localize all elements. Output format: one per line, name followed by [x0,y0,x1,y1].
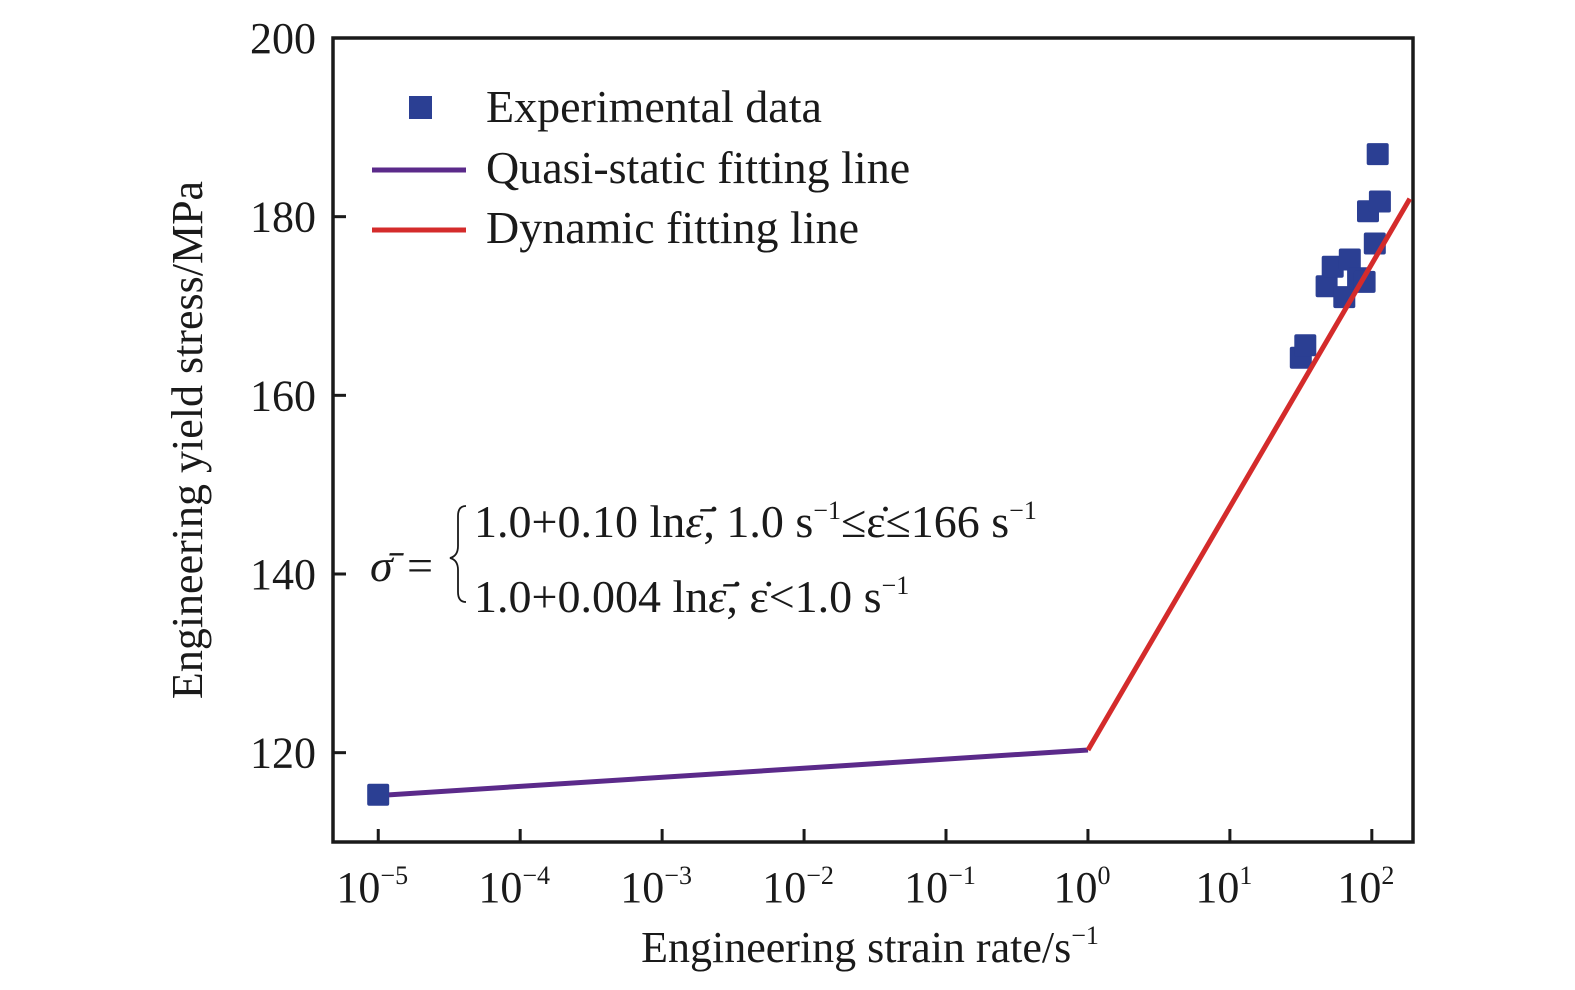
y-tick-label: 120 [250,729,316,778]
x-tick-label: 102 [1337,861,1394,912]
data-point [1338,248,1361,271]
data-point [1321,255,1344,278]
data-points [367,143,1391,806]
x-tick-label: 101 [1195,861,1252,912]
x-tick-label: 10−2 [762,861,834,912]
legend-label: Quasi-static fitting line [486,142,910,193]
plot-frame [331,36,1415,844]
y-tick-label: 180 [250,193,316,242]
data-point [1294,334,1317,357]
legend-item-dynamic: Dynamic fitting line [372,202,859,253]
equation-annotation: σ̄ = 1.0+0.10 lnε̄̇, 1.0 s−1≤ε̇≤166 s−1 … [370,496,1037,622]
equation-line-1: 1.0+0.10 lnε̄̇, 1.0 s−1≤ε̇≤166 s−1 [474,496,1037,547]
legend-label: Experimental data [486,81,822,132]
x-tick-label: 10−3 [620,861,692,912]
y-tick-label: 160 [250,371,316,420]
series-line-quasi-static-fitting-line [378,747,1089,798]
y-axis-ticks: 120 140 160 180 200 [250,14,346,778]
y-tick-label: 200 [250,14,316,63]
x-tick-label: 10−4 [478,861,550,912]
data-point [367,783,390,806]
x-axis-title: Engineering strain rate/s−1 [641,921,1099,972]
legend-item-quasi-static: Quasi-static fitting line [372,142,910,193]
data-point [1366,143,1389,166]
legend-square-marker [409,96,432,119]
equation-brace [449,505,467,603]
data-point [1315,275,1338,298]
fit-lines [378,747,1089,798]
data-point [1368,190,1391,213]
x-tick-label: 10−5 [336,861,408,912]
equation-lhs: σ̄ = [370,540,435,591]
equation-line-2: 1.0+0.004 lnε̄̇, ε̇<1.0 s−1 [474,571,909,622]
y-tick-label: 140 [250,550,316,599]
x-axis-ticks: 10−5 10−4 10−3 10−2 10−1 100 101 102 [336,829,1394,912]
series-line-dynamic-fitting-line [1085,197,1412,752]
x-tick-label: 10−1 [904,861,976,912]
x-tick-label: 100 [1053,861,1110,912]
legend: Experimental data Quasi-static fitting l… [372,81,910,253]
y-axis-title: Engineering yield stress/MPa [163,181,212,699]
legend-item-experimental: Experimental data [409,81,822,132]
legend-label: Dynamic fitting line [486,202,859,253]
